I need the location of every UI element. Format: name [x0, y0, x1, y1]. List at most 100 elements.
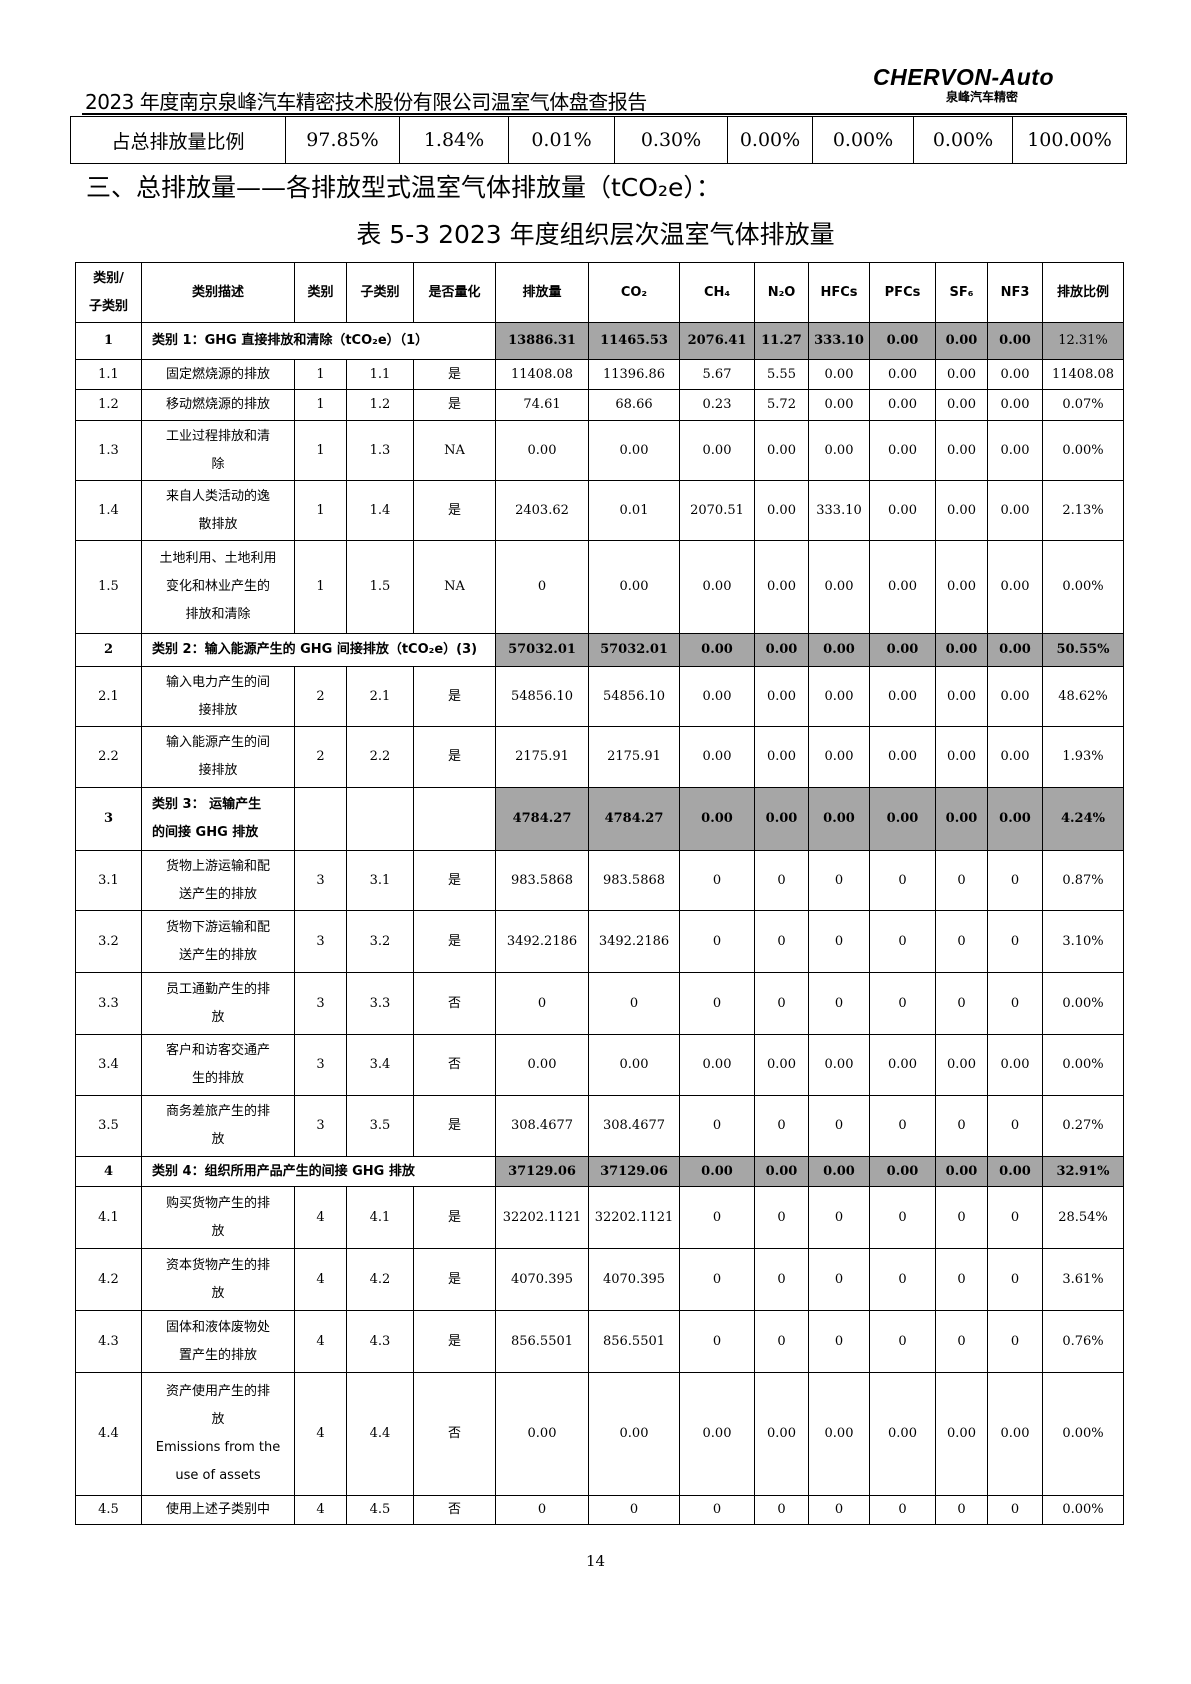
ch4-value: 2076.41 — [679, 322, 755, 360]
emission-ratio-value: 12.31% — [1042, 322, 1124, 360]
sf6-value: 0.00 — [935, 633, 988, 667]
quantified-flag: 否 — [413, 972, 496, 1035]
table-row: 4.3 固体和液体废物处 置产生的排放 4 4.3 是 856.5501 856.5501 0… — [75, 1310, 1124, 1373]
sf6-value: 0 — [935, 972, 988, 1035]
category-row: 2 类别 2：输入能源产生的 GHG 间接排放（tCO₂e）(3) 57032.01… — [75, 633, 1124, 667]
category-description: 输入电力产生的间 接排放 — [141, 666, 295, 727]
emissions-table: 类别/ 子类别 类别描述 类别 子类别 是否量化 排放量 CO₂ CH₄ N₂O HFCs PFCs… — [75, 262, 1124, 1525]
nf3-value: 0.00 — [987, 1156, 1043, 1187]
ch4-value: 0.00 — [679, 1372, 755, 1496]
column-header: N₂O — [754, 262, 809, 323]
pfcs-value: 0 — [869, 1186, 936, 1249]
table-row: 3.1 货物上游运输和配 送产生的排放 3 3.1 是 983.5868 983.5868 0… — [75, 850, 1124, 911]
pfcs-value: 0.00 — [869, 1372, 936, 1496]
hfcs-value: 0 — [808, 1248, 870, 1311]
pfcs-value: 0.00 — [869, 1156, 936, 1187]
co2-value: 37129.06 — [588, 1156, 680, 1187]
subcategory-number — [346, 787, 414, 851]
n2o-value: 0.00 — [754, 420, 809, 481]
row-id: 4.5 — [75, 1495, 142, 1525]
emission-ratio-value: 28.54% — [1042, 1186, 1124, 1249]
emissions-total-value: 32202.1121 — [495, 1186, 589, 1249]
nf3-value: 0 — [987, 972, 1043, 1035]
pfcs-value: 0.00 — [869, 359, 936, 390]
co2-value: 0.00 — [588, 1372, 680, 1496]
hfcs-value: 0.00 — [808, 1156, 870, 1187]
subcategory-number: 2.1 — [346, 666, 414, 727]
emission-ratio-value: 0.00% — [1042, 420, 1124, 481]
n2o-value: 0.00 — [754, 1372, 809, 1496]
co2-value: 57032.01 — [588, 633, 680, 667]
category-number: 1 — [294, 420, 347, 481]
table-header-row: 类别/ 子类别 类别描述 类别 子类别 是否量化 排放量 CO₂ CH₄ N₂O HFCs PFCs… — [75, 262, 1124, 323]
emissions-total-value: 856.5501 — [495, 1310, 589, 1373]
hfcs-value: 0.00 — [808, 1034, 870, 1096]
hfcs-value: 0 — [808, 1495, 870, 1525]
category-description: 货物下游运输和配 送产生的排放 — [141, 910, 295, 973]
n2o-value: 0.00 — [754, 1156, 809, 1187]
ch4-value: 0 — [679, 1186, 755, 1249]
co2-value: 0 — [588, 972, 680, 1035]
ch4-value: 0.00 — [679, 1156, 755, 1187]
emissions-total-value: 0 — [495, 1495, 589, 1525]
nf3-value: 0 — [987, 850, 1043, 911]
hfcs-value: 0 — [808, 1095, 870, 1157]
table-row: 2.1 输入电力产生的间 接排放 2 2.1 是 54856.10 54856.10 0.00… — [75, 666, 1124, 727]
ch4-value: 2070.51 — [679, 480, 755, 541]
n2o-value: 0 — [754, 1095, 809, 1157]
category-number — [294, 787, 347, 851]
nf3-value: 0 — [987, 1310, 1043, 1373]
row-id: 1 — [75, 322, 142, 360]
row-id: 1.1 — [75, 359, 142, 390]
category-row: 3 类别 3： 运输产生 的间接 GHG 排放 4784.27 4784.27 0.00… — [75, 787, 1124, 851]
emission-ratio-value: 0.07% — [1042, 389, 1124, 421]
emissions-total-value: 54856.10 — [495, 666, 589, 727]
category-number: 4 — [294, 1372, 347, 1496]
pfcs-value: 0 — [869, 1248, 936, 1311]
category-description: 客户和访客交通产 生的排放 — [141, 1034, 295, 1096]
column-header: HFCs — [808, 262, 870, 323]
hfcs-value: 0 — [808, 850, 870, 911]
nf3-value: 0.00 — [987, 322, 1043, 360]
subcategory-number: 3.1 — [346, 850, 414, 911]
nf3-value: 0.00 — [987, 787, 1043, 851]
row-id: 3.1 — [75, 850, 142, 911]
nf3-value: 0 — [987, 1495, 1043, 1525]
ch4-value: 0.23 — [679, 389, 755, 421]
sf6-value: 0.00 — [935, 480, 988, 541]
category-number: 1 — [294, 389, 347, 421]
emissions-total-value: 57032.01 — [495, 633, 589, 667]
category-number: 4 — [294, 1248, 347, 1311]
co2-value: 4784.27 — [588, 787, 680, 851]
column-header: 类别/ 子类别 — [75, 262, 142, 323]
co2-value: 308.4677 — [588, 1095, 680, 1157]
row-id: 4.3 — [75, 1310, 142, 1373]
quantified-flag: 是 — [413, 666, 496, 727]
hfcs-value: 0.00 — [808, 633, 870, 667]
ch4-value: 0 — [679, 1495, 755, 1525]
nf3-value: 0.00 — [987, 480, 1043, 541]
category-description: 员工通勤产生的排 放 — [141, 972, 295, 1035]
sf6-value: 0 — [935, 1248, 988, 1311]
sf6-value: 0 — [935, 910, 988, 973]
category-number: 4 — [294, 1186, 347, 1249]
subcategory-number: 4.1 — [346, 1186, 414, 1249]
row-id: 4.4 — [75, 1372, 142, 1496]
subcategory-number: 2.2 — [346, 726, 414, 788]
hfcs-value: 0.00 — [808, 359, 870, 390]
ch4-value: 0 — [679, 850, 755, 911]
ch4-value: 0.00 — [679, 666, 755, 727]
category-description: 输入能源产生的间 接排放 — [141, 726, 295, 788]
hfcs-value: 0.00 — [808, 420, 870, 481]
quantified-flag: 是 — [413, 480, 496, 541]
sf6-value: 0.00 — [935, 359, 988, 390]
nf3-value: 0.00 — [987, 359, 1043, 390]
table-row: 3.4 客户和访客交通产 生的排放 3 3.4 否 0.00 0.00 0.00 0.00 0.0… — [75, 1034, 1124, 1096]
category-number: 1 — [294, 480, 347, 541]
table-title: 表 5-3 2023 年度组织层次温室气体排放量 — [356, 220, 835, 249]
sf6-value: 0 — [935, 1095, 988, 1157]
pfcs-value: 0.00 — [869, 633, 936, 667]
page-number: 14 — [585, 1552, 606, 1570]
emissions-total-value: 37129.06 — [495, 1156, 589, 1187]
quantified-flag: 是 — [413, 1248, 496, 1311]
